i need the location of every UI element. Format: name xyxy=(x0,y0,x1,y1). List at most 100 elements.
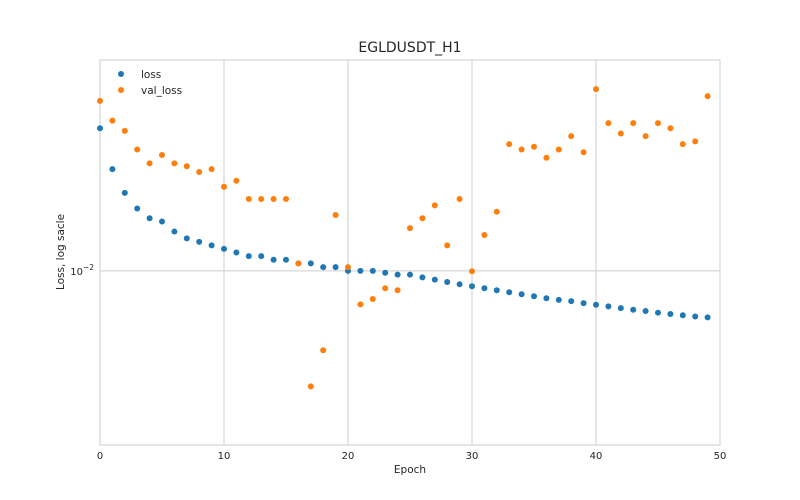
val-loss-point xyxy=(531,143,537,150)
loss-point xyxy=(630,306,637,313)
val-loss-point xyxy=(704,93,711,100)
loss-point xyxy=(97,125,103,132)
val-loss-point xyxy=(518,146,525,153)
loss-point xyxy=(543,295,550,302)
loss-point xyxy=(407,271,413,278)
legend: loss val_loss xyxy=(118,69,182,97)
loss-point xyxy=(555,296,562,303)
loss-point xyxy=(357,267,364,274)
loss-point xyxy=(456,281,463,288)
loss-point xyxy=(183,235,190,242)
loss-point xyxy=(270,256,277,263)
val-loss-point xyxy=(221,183,227,190)
val-loss-point xyxy=(617,130,624,137)
val-loss-point xyxy=(332,211,339,218)
loss-point xyxy=(233,249,240,256)
val-loss-point xyxy=(283,196,289,203)
legend-item: loss xyxy=(118,69,161,81)
loss-point xyxy=(171,228,178,235)
x-tick-label: 0 xyxy=(97,451,103,462)
legend-label: loss xyxy=(141,69,161,81)
loss-point xyxy=(320,264,327,271)
loss-point xyxy=(382,269,389,276)
val-loss-point xyxy=(146,160,153,167)
val-loss-point xyxy=(407,225,413,232)
loss-point xyxy=(283,256,289,263)
val-loss-point xyxy=(233,177,240,184)
loss-point xyxy=(568,298,575,305)
loss-point xyxy=(493,287,500,294)
val-loss-point xyxy=(345,264,351,271)
val-loss-point xyxy=(655,120,661,127)
loss-point xyxy=(444,278,451,285)
val-loss-point xyxy=(667,125,674,132)
val-loss-point xyxy=(431,202,438,209)
val-loss-point xyxy=(555,146,562,153)
val-loss-point xyxy=(134,146,141,153)
loss-point xyxy=(580,300,587,307)
val-loss-point xyxy=(320,347,327,354)
val-loss-point xyxy=(419,215,426,222)
loss-point xyxy=(642,308,649,315)
val-loss-point xyxy=(593,86,599,93)
loss-point xyxy=(258,253,265,260)
val-loss-point xyxy=(109,117,116,124)
loss-point xyxy=(518,291,525,298)
y-axis-ticks: 10−2 xyxy=(70,263,94,278)
val-loss-point xyxy=(605,120,612,127)
loss-point xyxy=(332,264,339,271)
loss-point xyxy=(704,314,711,321)
y-axis-label: Loss, log sacle xyxy=(55,214,67,290)
loss-point xyxy=(159,218,165,225)
x-tick-label: 30 xyxy=(466,451,479,462)
loss-point xyxy=(121,189,128,196)
loss-point xyxy=(221,245,227,252)
loss-point xyxy=(692,313,699,320)
loss-point xyxy=(531,293,537,300)
loss-point xyxy=(245,253,252,260)
val-loss-point xyxy=(245,196,252,203)
val-loss-point xyxy=(642,133,649,140)
x-axis-label: Epoch xyxy=(394,464,426,476)
loss-point xyxy=(593,301,599,308)
loss-point xyxy=(307,260,314,267)
loss-point xyxy=(196,238,203,245)
val-loss-point xyxy=(481,231,488,238)
val-loss-point xyxy=(382,285,389,292)
val-loss-point xyxy=(171,160,178,167)
val-loss-point xyxy=(183,163,190,170)
series-loss xyxy=(97,125,711,321)
legend-item: val_loss xyxy=(118,85,182,97)
val-loss-point xyxy=(568,133,575,140)
loss-point xyxy=(419,274,426,281)
val-loss-point xyxy=(679,141,686,148)
series-val-loss xyxy=(97,86,711,390)
chart-title: EGLDUSDT_H1 xyxy=(358,40,461,56)
val-loss-point xyxy=(196,169,203,176)
val-loss-point xyxy=(469,268,475,275)
val-loss-point xyxy=(159,152,165,159)
loss-point xyxy=(617,305,624,312)
loss-point xyxy=(667,310,674,317)
val-loss-point xyxy=(97,97,103,104)
loss-point xyxy=(369,267,376,274)
val-loss-point xyxy=(357,301,364,308)
loss-point xyxy=(208,242,215,249)
loss-point xyxy=(134,205,141,212)
val-loss-point xyxy=(692,138,699,145)
x-axis-ticks: 0 10 20 30 40 50 xyxy=(97,451,727,462)
val-loss-point xyxy=(543,154,550,161)
val-loss-point xyxy=(394,287,401,294)
x-tick-label: 50 xyxy=(714,451,727,462)
val-loss-point xyxy=(208,166,215,173)
val-loss-point xyxy=(369,296,376,303)
legend-label: val_loss xyxy=(141,85,182,97)
val-loss-point xyxy=(630,120,637,127)
val-loss-point xyxy=(493,208,500,215)
val-loss-point xyxy=(270,196,277,203)
val-loss-point xyxy=(506,141,513,148)
loss-point xyxy=(655,309,661,316)
loss-point xyxy=(605,303,612,310)
